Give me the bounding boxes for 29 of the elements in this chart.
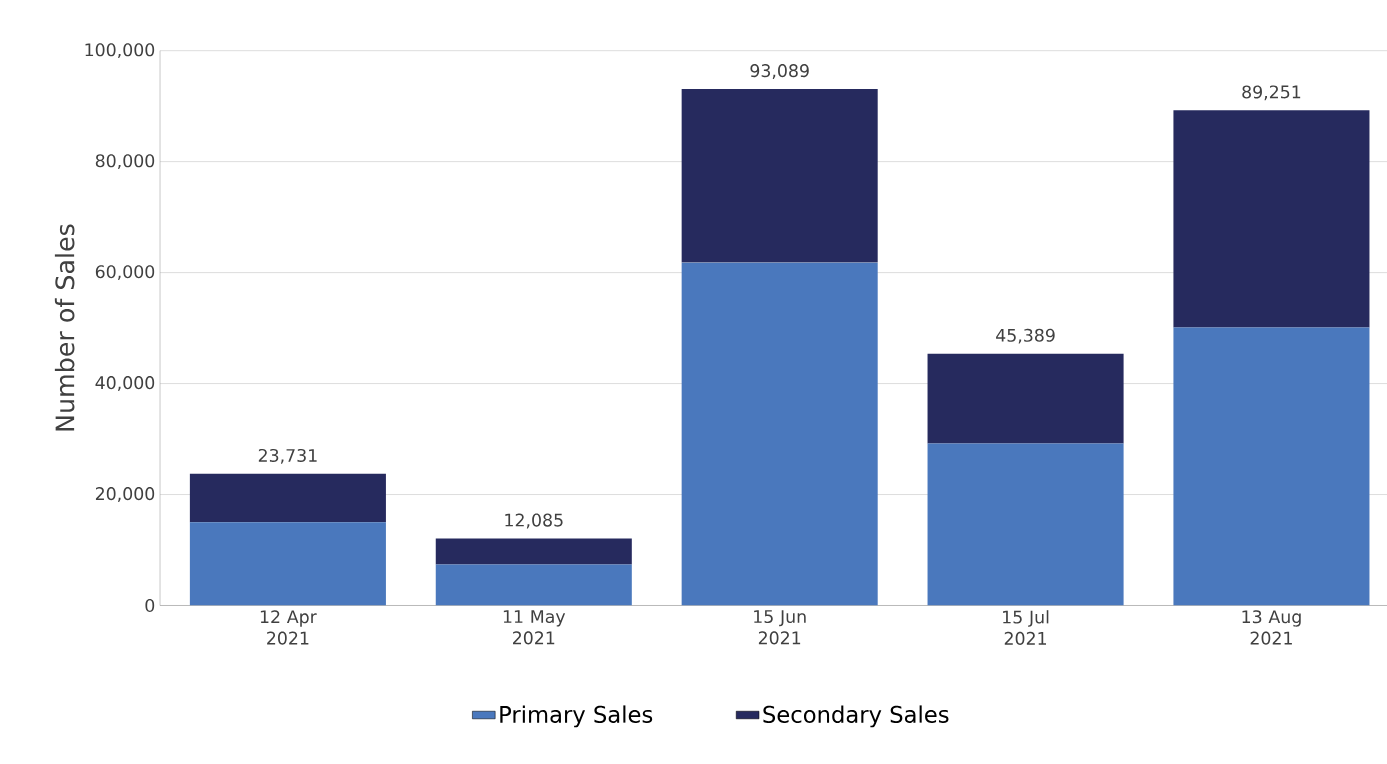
x-tick-label: 12 Apr 2021 [260, 610, 317, 645]
total-label: 45,389 [996, 328, 1055, 344]
x-tick-label: 15 Jul 2021 [1003, 610, 1049, 645]
x-tick-label: 11 May 2021 [503, 610, 566, 645]
bar [1173, 110, 1370, 328]
bar [927, 353, 1124, 444]
y-axis-title: Number of Sales [54, 224, 75, 431]
y-tick-label: 80,000 [95, 154, 155, 169]
total-label: 12,085 [505, 513, 563, 529]
total-label: 23,731 [258, 448, 317, 464]
total-label: 93,089 [750, 64, 809, 79]
y-tick-label: 40,000 [95, 376, 155, 391]
bar [189, 473, 386, 523]
bar [681, 88, 878, 263]
bar [927, 443, 1124, 606]
x-tick-label: 15 Jun 2021 [754, 610, 806, 645]
bar [1173, 327, 1370, 606]
bar [435, 564, 632, 606]
legend-label: Primary Sales [500, 705, 653, 728]
y-tick-label: 0 [145, 598, 155, 612]
total-label: 89,251 [1242, 85, 1301, 101]
bar [435, 538, 632, 565]
bar [681, 262, 878, 606]
x-tick-label: 13 Aug 2021 [1242, 610, 1301, 645]
y-tick-label: 60,000 [95, 265, 155, 280]
y-tick-label: 20,000 [95, 486, 155, 502]
bar [189, 522, 386, 606]
y-tick-label: 100,000 [85, 43, 155, 59]
legend-label: Secondary Sales [763, 705, 949, 728]
